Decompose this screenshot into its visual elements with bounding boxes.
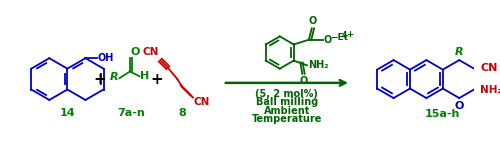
Text: NH₂: NH₂: [480, 85, 500, 95]
Text: O: O: [308, 16, 317, 26]
Text: 15a-h: 15a-h: [425, 109, 460, 119]
Text: −Et: −Et: [330, 33, 348, 42]
Text: (5, 2 mol%): (5, 2 mol%): [256, 89, 318, 99]
Text: Ball milling: Ball milling: [256, 97, 318, 107]
Text: +: +: [93, 72, 106, 87]
Text: Temperature: Temperature: [252, 114, 322, 124]
Text: O: O: [131, 47, 140, 57]
Text: OH: OH: [98, 53, 114, 63]
Text: O: O: [323, 35, 332, 45]
Text: H: H: [140, 71, 149, 81]
Text: O: O: [454, 101, 464, 111]
Text: 8: 8: [178, 108, 186, 118]
Text: CN: CN: [480, 63, 498, 73]
Text: +: +: [346, 29, 353, 38]
Text: CN: CN: [194, 97, 210, 107]
Text: R: R: [110, 72, 118, 82]
Text: Ambient: Ambient: [264, 106, 310, 116]
Text: CN: CN: [143, 47, 160, 57]
Text: R: R: [455, 47, 464, 57]
Text: +: +: [150, 72, 163, 87]
Text: 7a-n: 7a-n: [117, 108, 144, 118]
Text: NH₂: NH₂: [308, 60, 328, 70]
Text: O: O: [299, 76, 308, 86]
Text: 14: 14: [60, 108, 75, 118]
Text: 4: 4: [342, 31, 347, 40]
